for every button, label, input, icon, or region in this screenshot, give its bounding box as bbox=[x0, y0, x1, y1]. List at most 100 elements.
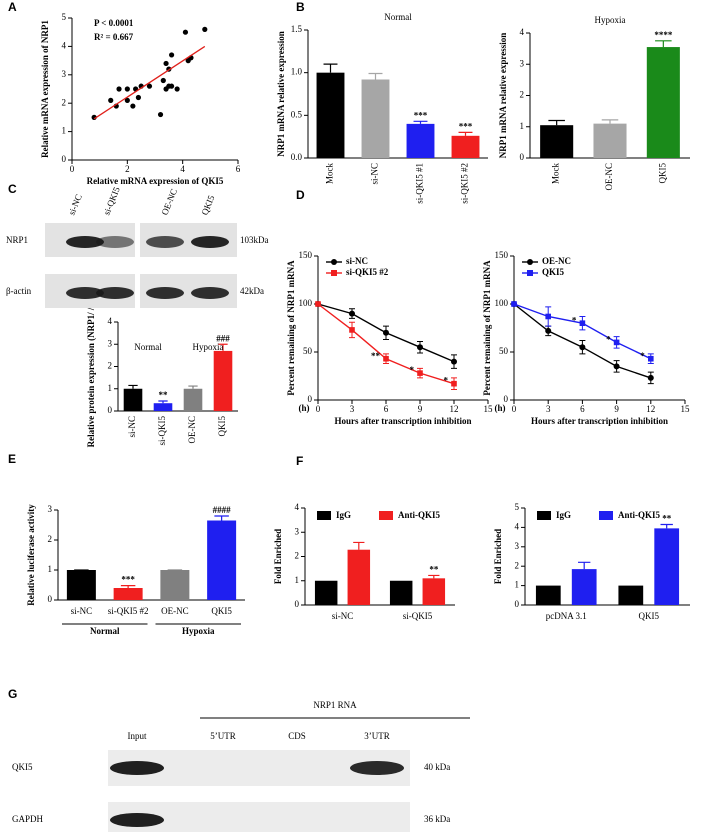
bar bbox=[535, 585, 561, 605]
point bbox=[169, 83, 175, 89]
point bbox=[157, 111, 164, 118]
y-tick-label: 4 bbox=[108, 316, 113, 326]
x-tick-label: OE-NC bbox=[187, 416, 197, 444]
axes bbox=[317, 256, 488, 401]
band bbox=[110, 813, 164, 827]
row-label: QKI5 bbox=[12, 762, 33, 772]
point bbox=[160, 77, 166, 84]
legend-label: IgG bbox=[336, 510, 351, 520]
point bbox=[124, 97, 130, 103]
panel-letter: F bbox=[296, 454, 303, 468]
x-tick-label: 2 bbox=[125, 164, 130, 174]
y-tick-label: 5 bbox=[62, 12, 67, 22]
error-bar bbox=[578, 561, 591, 570]
bar bbox=[361, 79, 390, 158]
panel-letter: B bbox=[296, 0, 305, 14]
point bbox=[174, 86, 180, 92]
x-tick-label: 15 bbox=[484, 404, 494, 414]
bar bbox=[540, 125, 574, 158]
x-tick-label: 3 bbox=[350, 404, 355, 414]
row-label: GAPDH bbox=[12, 814, 44, 824]
group-label: Hypoxia bbox=[193, 342, 224, 352]
y-tick-label: 0 bbox=[48, 594, 53, 604]
size-label: 36 kDa bbox=[424, 814, 450, 824]
x-tick-label: 12 bbox=[646, 404, 655, 414]
annotation: R² = 0.667 bbox=[94, 32, 134, 42]
bar bbox=[183, 388, 203, 411]
group-label: Normal bbox=[134, 342, 162, 352]
error-bar bbox=[368, 72, 383, 80]
y-tick-label: 1.0 bbox=[291, 67, 303, 77]
y-tick-label: 50 bbox=[303, 346, 313, 356]
error-bar bbox=[458, 131, 473, 136]
x-tick-label: QKI5 bbox=[657, 163, 667, 184]
band bbox=[96, 287, 134, 299]
y-tick-label: 3 bbox=[108, 338, 113, 348]
legend-marker bbox=[331, 270, 337, 276]
row-label: β-actin bbox=[6, 286, 32, 296]
y-tick-label: 0 bbox=[504, 394, 509, 404]
blot-title: NRP1 RNA bbox=[313, 700, 357, 710]
y-tick-label: 2 bbox=[295, 551, 300, 561]
legend-swatch bbox=[599, 511, 613, 520]
band bbox=[350, 761, 404, 775]
legend-swatch bbox=[317, 511, 331, 520]
y-tick-label: 0 bbox=[108, 405, 113, 415]
y-axis-label: Fold Enriched bbox=[493, 529, 503, 584]
bar bbox=[316, 72, 345, 158]
size-label: 42kDa bbox=[240, 286, 264, 296]
lane-label: QKI5 bbox=[199, 193, 216, 216]
significance: * bbox=[410, 365, 415, 375]
point bbox=[163, 60, 169, 67]
y-tick-label: 4 bbox=[520, 27, 525, 37]
x-tick-label: 0 bbox=[316, 404, 321, 414]
fit-line bbox=[93, 45, 206, 120]
x-tick-label: si-QKI5 bbox=[157, 416, 167, 446]
significance: * bbox=[444, 376, 449, 386]
x-tick-label: si-QKI5 #2 bbox=[108, 606, 149, 616]
y-axis-label: Percent remaining of NRP1 mRNA bbox=[286, 260, 296, 396]
marker bbox=[451, 380, 457, 387]
x-axis-label: Hours after transcription inhibition bbox=[334, 416, 471, 426]
x-tick-label: Mock bbox=[325, 163, 335, 184]
point bbox=[163, 86, 169, 92]
bar bbox=[66, 570, 96, 600]
size-label: 40 kDa bbox=[424, 762, 450, 772]
point bbox=[146, 83, 153, 89]
y-tick-label: 100 bbox=[495, 298, 509, 308]
legend-label: Anti-QKI5 bbox=[398, 510, 441, 520]
x-tick-label: si-NC bbox=[71, 606, 93, 616]
error-bar bbox=[158, 400, 168, 404]
panel-letter: A bbox=[8, 0, 17, 14]
error-bar bbox=[428, 574, 440, 579]
band bbox=[110, 761, 164, 775]
y-tick-label: 2 bbox=[62, 97, 67, 107]
bar bbox=[160, 570, 190, 600]
bar bbox=[314, 580, 338, 605]
y-axis-label: Relative luciferase activity bbox=[26, 504, 36, 606]
x-tick-label: 6 bbox=[384, 404, 389, 414]
x-axis-label: Relative mRNA expression of QKI5 bbox=[87, 176, 224, 186]
legend-marker bbox=[527, 270, 533, 276]
error-bar bbox=[120, 585, 136, 588]
lane-label: si-QKI5 bbox=[101, 185, 122, 217]
x-tick-label: 15 bbox=[681, 404, 691, 414]
x-tick-label: OE-NC bbox=[161, 606, 189, 616]
y-tick-label: 0 bbox=[295, 599, 300, 609]
y-tick-label: 2 bbox=[48, 534, 53, 544]
legend-label: si-QKI5 #2 bbox=[346, 267, 389, 277]
x-axis-label: Hours after transcription inhibition bbox=[531, 416, 668, 426]
x-tick-label: si-QKI5 bbox=[403, 611, 433, 621]
error-bar bbox=[323, 63, 338, 73]
y-tick-label: 0 bbox=[520, 152, 525, 162]
x-tick-label: si-QKI5 #1 bbox=[415, 163, 425, 204]
x-tick-label: OE-NC bbox=[604, 163, 614, 191]
x-tick-label: Mock bbox=[551, 163, 561, 184]
y-tick-label: 3 bbox=[295, 526, 300, 536]
x-tick-label: 9 bbox=[614, 404, 619, 414]
panel-letter: D bbox=[296, 188, 305, 202]
error-bar bbox=[188, 385, 198, 389]
y-tick-label: 3 bbox=[520, 58, 525, 68]
marker bbox=[613, 363, 620, 370]
marker bbox=[545, 313, 551, 320]
